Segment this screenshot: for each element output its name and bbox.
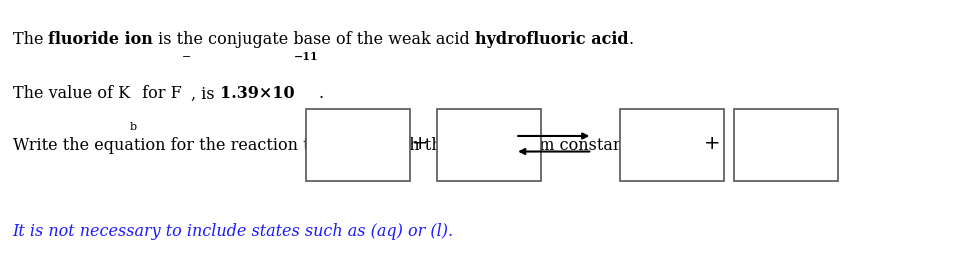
Text: , is: , is (191, 85, 220, 102)
Text: is the conjugate base of the weak acid: is the conjugate base of the weak acid (153, 31, 475, 48)
Text: fluoride ion: fluoride ion (48, 31, 153, 48)
Text: The value of K: The value of K (13, 85, 130, 102)
Text: −11: −11 (295, 51, 319, 62)
Text: .: . (319, 85, 324, 102)
Bar (437, 109, 541, 181)
Text: .: . (629, 31, 634, 48)
Text: +: + (704, 134, 721, 153)
Bar (306, 109, 410, 181)
Text: +: + (411, 134, 429, 153)
Text: The: The (13, 31, 48, 48)
Text: for F: for F (137, 85, 181, 102)
Bar (734, 109, 838, 181)
Bar (620, 109, 724, 181)
Text: It is not necessary to include states such as (aq) or (l).: It is not necessary to include states su… (13, 223, 454, 240)
Text: b: b (130, 121, 137, 132)
Text: −: − (181, 52, 191, 62)
Text: hydrofluoric acid: hydrofluoric acid (475, 31, 629, 48)
Text: Write the equation for the reaction that goes with this equilibrium constant.: Write the equation for the reaction that… (13, 137, 635, 154)
Text: 1.39×10: 1.39×10 (220, 85, 295, 102)
